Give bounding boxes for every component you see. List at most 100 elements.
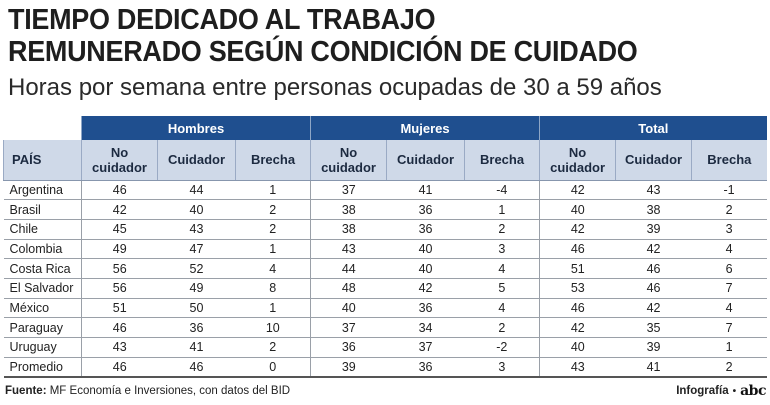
value-cell: 4 (464, 298, 540, 319)
group-header-total: Total (539, 116, 767, 140)
value-cell: -2 (464, 337, 540, 358)
value-cell: 1 (464, 199, 540, 220)
col-header-no-line: No (110, 144, 129, 160)
value-cell: 39 (615, 337, 692, 358)
value-cell: 56 (81, 278, 158, 299)
col-header-cuidador-line: cuidador (92, 159, 147, 175)
col-header-mujeres-no-cuidador: No cuidador (310, 140, 387, 181)
country-cell: Colombia (3, 239, 82, 260)
value-cell: 7 (691, 278, 767, 299)
value-cell: 56 (81, 258, 158, 279)
value-cell: 36 (386, 219, 465, 240)
value-cell: 6 (691, 258, 767, 279)
value-cell: 42 (539, 219, 616, 240)
value-cell: 1 (235, 298, 311, 319)
value-cell: 36 (386, 357, 465, 378)
value-cell: 39 (310, 357, 387, 378)
chart-subtitle: Horas por semana entre personas ocupadas… (8, 74, 662, 101)
value-cell: 41 (157, 337, 236, 358)
value-cell: 36 (386, 199, 465, 220)
table-row: Chile 45 43 2 38 36 2 42 39 3 (3, 219, 767, 240)
col-header-cuidador-line: cuidador (550, 159, 606, 175)
value-cell: 2 (464, 317, 540, 338)
value-cell: 0 (235, 357, 311, 378)
country-cell: Argentina (3, 180, 82, 201)
table-row: Promedio 46 46 0 39 36 3 43 41 2 (3, 357, 767, 378)
country-cell: Paraguay (3, 317, 82, 338)
table-row: Argentina 46 44 1 37 41 -4 42 43 -1 (3, 180, 767, 201)
value-cell: 44 (310, 258, 387, 279)
value-cell: 44 (157, 180, 236, 201)
col-header-mujeres-cuidador: Cuidador (386, 140, 465, 181)
col-header-total-brecha: Brecha (691, 140, 767, 181)
value-cell: 38 (310, 199, 387, 220)
value-cell: 36 (157, 317, 236, 338)
group-header-mujeres: Mujeres (310, 116, 540, 140)
title-line-1: TIEMPO DEDICADO AL TRABAJO (8, 4, 436, 36)
chart-title: TIEMPO DEDICADO AL TRABAJO REMUNERADO SE… (8, 4, 764, 68)
value-cell: 43 (81, 337, 158, 358)
country-cell: Promedio (3, 357, 82, 378)
value-cell: 52 (157, 258, 236, 279)
col-header-hombres-cuidador: Cuidador (157, 140, 236, 181)
source-label: Fuente: (5, 385, 47, 397)
col-header-total-cuidador: Cuidador (615, 140, 692, 181)
value-cell: 50 (157, 298, 236, 319)
value-cell: 36 (310, 337, 387, 358)
value-cell: 46 (615, 258, 692, 279)
value-cell: 42 (539, 317, 616, 338)
column-header-row: PAÍS No cuidador Cuidador Brecha No cuidador C… (3, 140, 767, 181)
value-cell: 40 (539, 337, 616, 358)
value-cell: -1 (691, 180, 767, 201)
value-cell: 46 (615, 278, 692, 299)
country-column-header: PAÍS (3, 140, 82, 181)
group-header-hombres: Hombres (80, 116, 311, 140)
value-cell: 37 (310, 317, 387, 338)
value-cell: 42 (615, 239, 692, 260)
credit-label: Infografía (676, 385, 729, 397)
group-header-spacer (4, 116, 82, 140)
value-cell: 3 (691, 219, 767, 240)
value-cell: 5 (464, 278, 540, 299)
col-header-total-no-cuidador: No cuidador (539, 140, 616, 181)
value-cell: 51 (539, 258, 616, 279)
value-cell: 39 (615, 219, 692, 240)
group-header-row: Hombres Mujeres Total (4, 116, 767, 140)
value-cell: 43 (615, 180, 692, 201)
col-header-no-line: No (339, 144, 358, 160)
table-row: Colombia 49 47 1 43 40 3 46 42 4 (3, 239, 767, 260)
value-cell: 3 (464, 239, 540, 260)
value-cell: 36 (386, 298, 465, 319)
value-cell: 43 (310, 239, 387, 260)
credit-separator: • (732, 385, 737, 397)
value-cell: 48 (310, 278, 387, 299)
value-cell: 45 (81, 219, 158, 240)
value-cell: 7 (691, 317, 767, 338)
source-note: Fuente: MF Economía e Inversiones, con d… (5, 385, 290, 397)
value-cell: 1 (235, 239, 311, 260)
value-cell: 42 (539, 180, 616, 201)
value-cell: 40 (539, 199, 616, 220)
value-cell: 4 (691, 239, 767, 260)
value-cell: 42 (386, 278, 465, 299)
value-cell: 2 (464, 219, 540, 240)
source-text: MF Economía e Inversiones, con datos del… (46, 385, 291, 397)
abc-logo: abc (740, 383, 766, 399)
value-cell: 46 (81, 317, 158, 338)
country-cell: Uruguay (3, 337, 82, 358)
value-cell: 49 (157, 278, 236, 299)
col-header-hombres-no-cuidador: No cuidador (81, 140, 158, 181)
value-cell: 53 (539, 278, 616, 299)
value-cell: 42 (81, 199, 158, 220)
col-header-hombres-brecha: Brecha (234, 140, 311, 181)
table-row: México 51 50 1 40 36 4 46 42 4 (3, 298, 767, 319)
value-cell: 43 (157, 219, 236, 240)
value-cell: 46 (157, 357, 236, 378)
value-cell: 4 (691, 298, 767, 319)
value-cell: 2 (235, 337, 311, 358)
col-header-cuidador-line: cuidador (321, 159, 376, 175)
data-table: Hombres Mujeres Total PAÍS No cuidador Cui… (3, 116, 767, 378)
value-cell: 1 (235, 180, 311, 201)
value-cell: 46 (81, 357, 158, 378)
value-cell: 38 (310, 219, 387, 240)
